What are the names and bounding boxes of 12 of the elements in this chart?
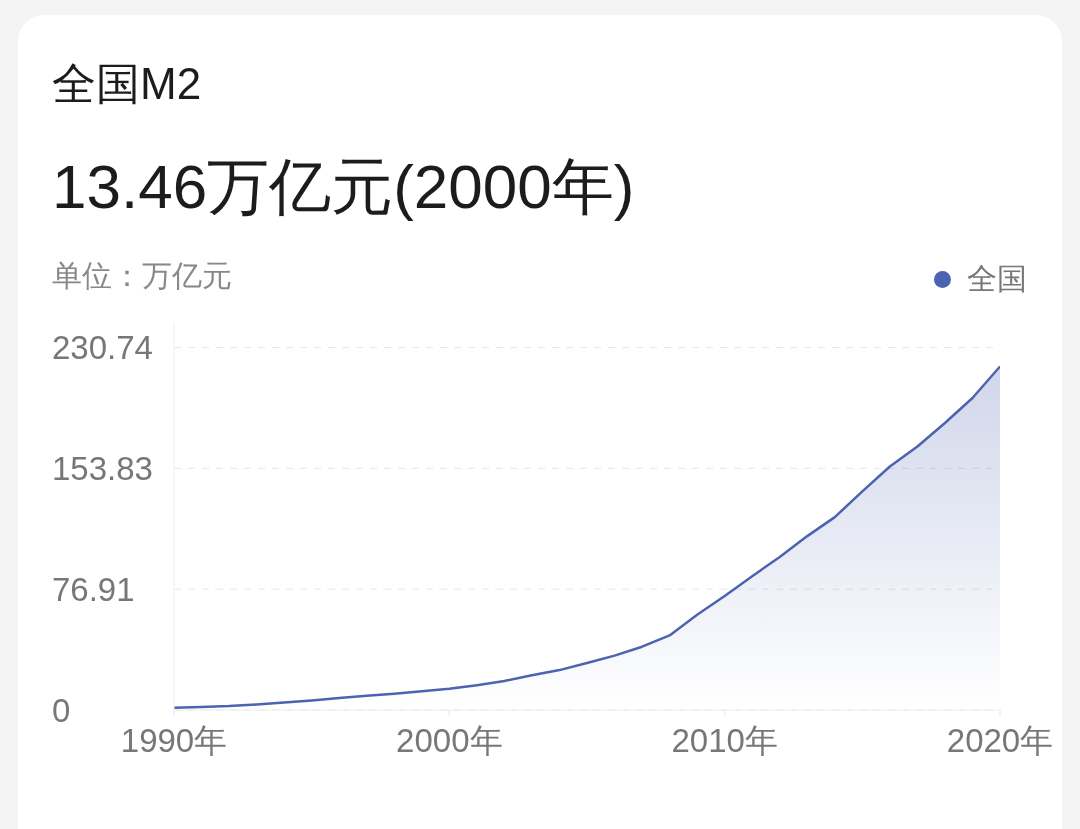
y-axis-title: 单位：万亿元 (52, 259, 232, 292)
legend-label: 全国 (967, 261, 1027, 297)
x-tick-label: 2020年 (946, 721, 1054, 759)
y-tick-label: 0 (52, 691, 71, 729)
x-tick-label: 2000年 (396, 721, 503, 759)
chart-title: 全国M2 (52, 59, 202, 108)
y-tick-label: 76.91 (52, 570, 135, 608)
y-tick-label: 230.74 (52, 329, 153, 367)
x-tick-label: 1990年 (120, 721, 228, 759)
y-tick-label: 153.83 (52, 449, 153, 487)
x-tick-label: 2010年 (671, 721, 778, 759)
chart-subtitle: 13.46万亿元(2000年) (52, 152, 635, 221)
